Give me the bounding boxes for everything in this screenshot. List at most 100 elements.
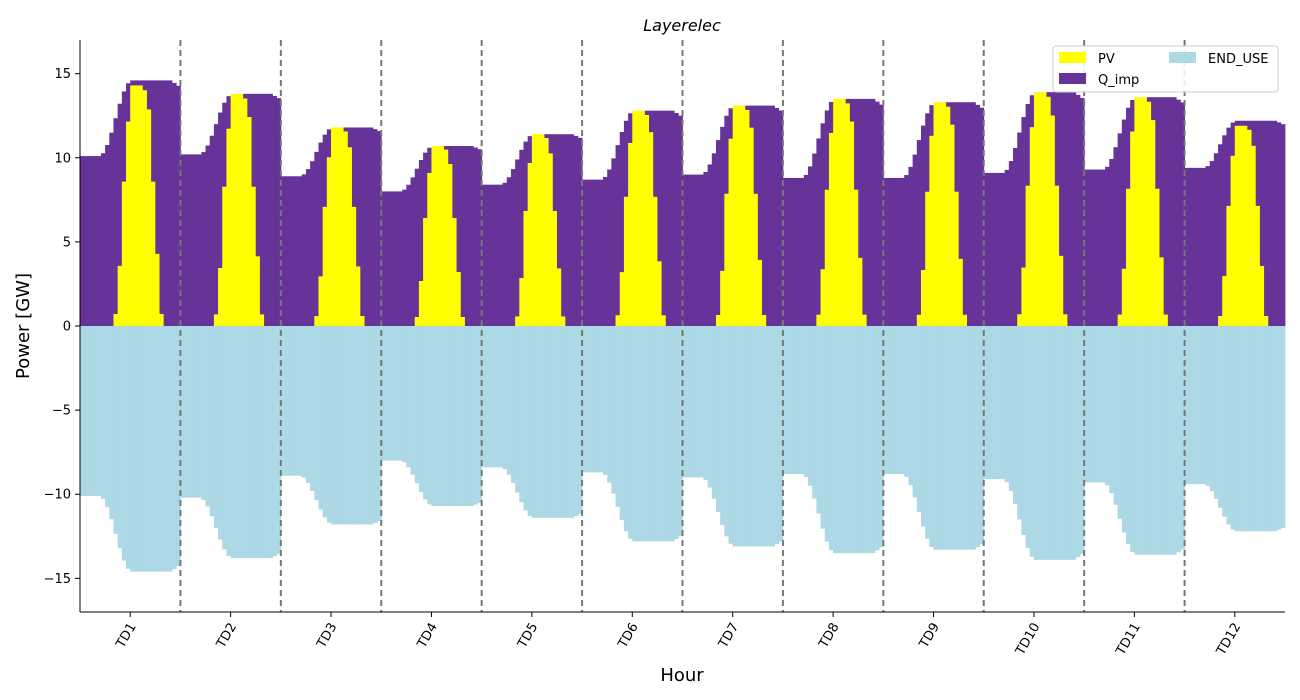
pv-bar (828, 132, 834, 326)
end-use-bar (218, 326, 223, 540)
legend-label-q-imp: Q_imp (1098, 73, 1139, 88)
x-tick-label: TD3 (314, 621, 341, 652)
q-imp-bar (285, 176, 290, 326)
q-imp-bar (301, 174, 307, 326)
q-imp-bar (356, 127, 361, 267)
end-use-bar (326, 326, 332, 523)
end-use-bar (1134, 326, 1139, 555)
q-imp-bar (1054, 92, 1060, 186)
q-imp-bar (423, 152, 428, 218)
pv-bar (444, 149, 449, 326)
q-imp-bar (1063, 92, 1068, 315)
pv-bar (423, 217, 428, 326)
end-use-bar (887, 326, 893, 475)
end-use-bar (238, 326, 244, 559)
pv-bar (841, 98, 847, 326)
pv-bar (661, 315, 667, 326)
pv-bar (544, 138, 550, 326)
q-imp-bar (84, 156, 89, 326)
end-use-bar (506, 326, 512, 475)
end-use-bar (1109, 326, 1114, 494)
q-imp-bar (510, 169, 516, 326)
pv-bar (556, 268, 562, 326)
q-imp-bar (795, 177, 801, 326)
q-imp-bar (912, 154, 918, 326)
end-use-bar (1059, 326, 1064, 560)
pv-bar (1146, 101, 1152, 326)
q-imp-bar (88, 156, 93, 326)
pv-bar (962, 314, 968, 326)
end-use-bar (335, 326, 340, 525)
q-imp-bar (1234, 120, 1240, 126)
q-imp-bar (347, 127, 353, 148)
end-use-bar (640, 326, 646, 542)
q-imp-bar (318, 142, 324, 277)
end-use-bar (448, 326, 453, 507)
end-use-bar (209, 326, 215, 517)
q-imp-bar (1021, 117, 1026, 268)
q-imp-bar (958, 102, 964, 259)
q-imp-bar (213, 124, 219, 315)
pv-bar (234, 93, 240, 326)
q-imp-bar (996, 172, 1001, 326)
end-use-bar (1188, 326, 1194, 485)
end-use-bar (452, 326, 457, 507)
pv-bar (1247, 129, 1252, 326)
end-use-bar (762, 326, 767, 547)
q-imp-bar (406, 184, 411, 326)
end-use-bar (841, 326, 847, 554)
chart-title: Layerelec (643, 16, 721, 35)
q-imp-bar (134, 80, 139, 86)
end-use-bar (623, 326, 629, 532)
end-use-bar (1054, 326, 1060, 560)
end-use-bar (172, 326, 177, 570)
q-imp-bar (845, 98, 851, 104)
q-imp-bar (272, 95, 278, 326)
end-use-bar (728, 326, 734, 544)
end-use-bar (364, 326, 370, 525)
end-use-bar (80, 326, 85, 496)
q-imp-bar (247, 93, 252, 118)
end-use-bar (971, 326, 976, 550)
end-use-bar (138, 326, 144, 572)
pv-bar (1138, 97, 1144, 326)
end-use-bar (1197, 326, 1202, 485)
q-imp-bar (791, 177, 796, 326)
q-imp-bar (305, 169, 311, 326)
end-use-bar (607, 326, 612, 483)
pv-bar (1226, 205, 1231, 326)
end-use-bar (259, 326, 265, 559)
q-imp-bar (803, 174, 809, 326)
pv-bar (1021, 267, 1026, 326)
y-axis-title: Power [GW] (13, 273, 34, 379)
end-use-bar (598, 326, 604, 473)
q-imp-bar (218, 112, 223, 268)
end-use-bar (84, 326, 89, 496)
end-use-bar (1121, 326, 1127, 533)
q-imp-bar (879, 104, 884, 326)
q-imp-bar (1050, 92, 1056, 116)
q-imp-bar (1188, 167, 1194, 326)
end-use-bar (678, 326, 683, 537)
end-use-bar (146, 326, 152, 572)
y-tick-label: 10 (54, 151, 71, 166)
pv-bar (326, 157, 332, 326)
bars-group (80, 80, 1286, 572)
q-imp-bar (1251, 120, 1257, 146)
x-tick-label: TD5 (515, 621, 542, 652)
q-imp-bar (243, 93, 248, 99)
q-imp-bar (297, 176, 303, 326)
x-tick-label: TD12 (1214, 621, 1245, 659)
pv-bar (950, 124, 955, 327)
q-imp-bar (1075, 94, 1081, 326)
q-imp-bar (490, 184, 495, 326)
end-use-bar (351, 326, 357, 525)
end-use-bar (92, 326, 98, 496)
q-imp-bar (314, 151, 319, 317)
q-imp-bar (753, 105, 759, 194)
q-imp-bar (109, 132, 114, 326)
end-use-bar (787, 326, 792, 475)
pv-bar (1234, 125, 1240, 326)
end-use-bar (1230, 326, 1236, 530)
pv-bar (126, 121, 131, 326)
